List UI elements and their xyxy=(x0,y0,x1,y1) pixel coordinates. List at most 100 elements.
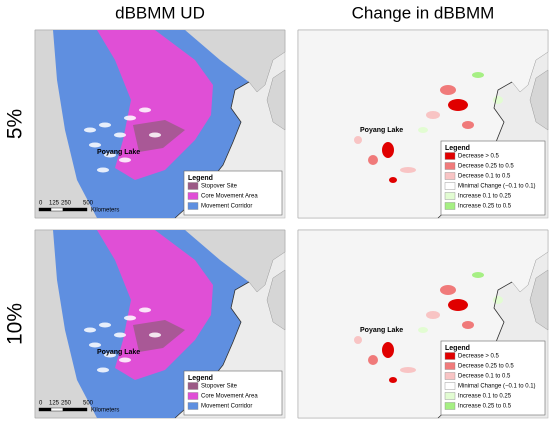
map-panel: Poyang Lake Legend Decrease > 0.5 Decrease … xyxy=(297,229,549,419)
legend-swatch xyxy=(187,402,199,410)
scale-bar xyxy=(50,207,64,212)
legend-box xyxy=(183,370,283,416)
change-patch xyxy=(389,377,397,383)
gap xyxy=(149,332,161,338)
gap xyxy=(104,152,116,158)
scale-label: 0 xyxy=(39,401,43,407)
legend-swatch xyxy=(444,402,456,410)
change-patch xyxy=(368,155,378,165)
legend-title: Legend xyxy=(445,145,470,152)
legend-label: Increase 0.25 to 0.5 xyxy=(458,404,512,410)
legend-label: Increase 0.25 to 0.5 xyxy=(458,204,512,210)
legend-label: Movement Corridor xyxy=(201,404,252,410)
legend-label: Increase 0.1 to 0.25 xyxy=(458,194,512,200)
legend-label: Decrease 0.1 to 0.5 xyxy=(458,374,511,380)
change-patch xyxy=(440,285,456,295)
scale-label: 125 xyxy=(49,201,60,207)
gap xyxy=(84,327,96,333)
change-patch xyxy=(462,321,474,329)
legend-title: Legend xyxy=(188,175,213,182)
gap xyxy=(89,342,101,348)
legend-title: Legend xyxy=(445,345,470,352)
legend-label: Decrease 0.25 to 0.5 xyxy=(458,364,514,370)
gap xyxy=(124,115,136,121)
change-patch xyxy=(448,99,468,111)
change-patch xyxy=(462,121,474,129)
gap xyxy=(149,132,161,138)
legend-label: Minimal Change (−0.1 to 0.1) xyxy=(458,384,536,390)
scale-label: 250 xyxy=(61,201,72,207)
legend-swatch xyxy=(187,202,199,210)
row-label: 5% xyxy=(4,109,27,139)
gap xyxy=(119,157,131,163)
column-header: Change in dBBMM xyxy=(352,3,495,22)
legend-swatch xyxy=(444,192,456,200)
legend-label: Core Movement Area xyxy=(201,394,258,400)
gap xyxy=(124,315,136,321)
change-patch xyxy=(354,136,362,144)
legend-swatch xyxy=(444,202,456,210)
land xyxy=(529,269,549,331)
gap xyxy=(114,132,126,138)
gap xyxy=(89,142,101,148)
core-area xyxy=(97,30,213,180)
scale-bar xyxy=(38,407,52,412)
scale-bar xyxy=(50,407,64,412)
change-patch xyxy=(448,299,468,311)
legend-label: Stopover Site xyxy=(201,184,238,190)
gap xyxy=(139,107,151,113)
change-patch xyxy=(472,272,484,278)
legend-label: Decrease > 0.5 xyxy=(458,354,500,360)
legend-swatch xyxy=(187,382,199,390)
lake-label: Poyang Lake xyxy=(97,149,140,156)
scale-bar xyxy=(62,207,88,212)
change-patch xyxy=(493,296,503,304)
change-patch xyxy=(418,127,428,133)
legend-swatch xyxy=(187,392,199,400)
gap xyxy=(99,322,111,328)
legend-label: Core Movement Area xyxy=(201,194,258,200)
gap xyxy=(99,122,111,128)
gap xyxy=(139,307,151,313)
scale-unit: Kilometers xyxy=(91,208,119,214)
change-patch xyxy=(493,96,503,104)
scale-bar xyxy=(38,207,52,212)
change-patch xyxy=(418,327,428,333)
lake-label: Poyang Lake xyxy=(97,349,140,356)
change-patch xyxy=(382,342,394,358)
legend-swatch xyxy=(187,182,199,190)
lake-label: Poyang Lake xyxy=(360,327,403,334)
scale-bar xyxy=(62,407,88,412)
change-patch xyxy=(389,177,397,183)
core-area xyxy=(97,230,213,380)
legend-label: Decrease > 0.5 xyxy=(458,154,500,160)
gap xyxy=(97,367,109,373)
gap xyxy=(104,352,116,358)
legend-label: Decrease 0.1 to 0.5 xyxy=(458,174,511,180)
change-patch xyxy=(426,111,440,119)
change-patch xyxy=(354,336,362,344)
legend-label: Stopover Site xyxy=(201,384,238,390)
gap xyxy=(119,357,131,363)
gap xyxy=(114,332,126,338)
legend-label: Minimal Change (−0.1 to 0.1) xyxy=(458,184,536,190)
scale-label: 250 xyxy=(61,401,72,407)
scale-label: 125 xyxy=(49,401,60,407)
legend-box xyxy=(440,340,546,416)
legend-box xyxy=(440,140,546,216)
map-panel: Poyang Lake Legend Stopover Site Core Movem… xyxy=(34,229,286,419)
legend-label: Decrease 0.25 to 0.5 xyxy=(458,164,514,170)
legend-swatch xyxy=(187,192,199,200)
legend-label: Movement Corridor xyxy=(201,204,252,210)
legend-swatch xyxy=(444,152,456,160)
change-patch xyxy=(400,367,416,373)
legend-box xyxy=(183,170,283,216)
change-patch xyxy=(472,72,484,78)
legend-swatch xyxy=(444,362,456,370)
change-patch xyxy=(426,311,440,319)
column-header: dBBMM UD xyxy=(115,3,205,22)
legend-swatch xyxy=(444,182,456,190)
legend-swatch xyxy=(444,392,456,400)
change-patch xyxy=(440,85,456,95)
